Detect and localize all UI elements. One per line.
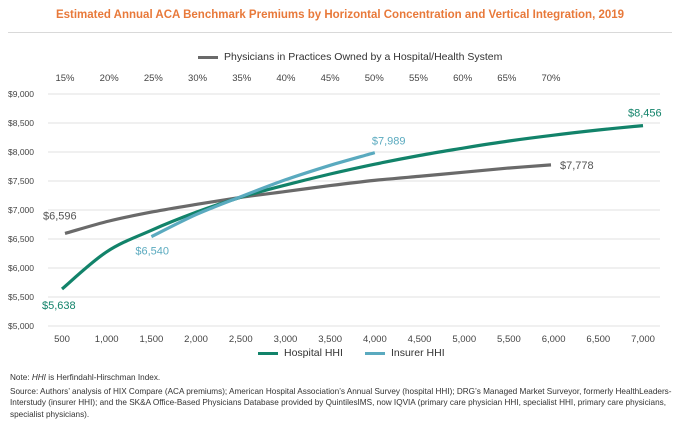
y-tick-label: $6,000 (8, 263, 34, 273)
data-label-physicians-end: $7,778 (560, 160, 594, 172)
note-abbrev: HHI (31, 373, 46, 382)
series-line-hospital (60, 124, 644, 291)
legend-label-insurer: Insurer HHI (390, 347, 445, 359)
x-top-tick-label: 15% (55, 73, 75, 84)
title-divider (8, 32, 672, 33)
x-bottom-tick-label: 4,000 (363, 334, 387, 345)
source-line: Source: Authors’ analysis of HIX Compare… (10, 387, 672, 419)
data-label-physicians-start: $6,596 (43, 210, 77, 222)
x-bottom-tick-label: 5,500 (497, 334, 521, 345)
y-tick-label: $9,000 (8, 89, 34, 99)
note-line: Note: HHI is Herfindahl-Hirschman Index. (10, 372, 672, 383)
x-top-tick-label: 50% (365, 73, 385, 84)
legend-item-hospital: Hospital HHI (258, 347, 343, 359)
y-tick-label: $7,000 (8, 205, 34, 215)
legend-swatch-physicians (198, 55, 218, 59)
series-line-physicians (64, 163, 552, 235)
x-bottom-tick-label: 3,500 (318, 334, 342, 345)
x-top-tick-label: 65% (497, 73, 517, 84)
y-tick-label: $8,000 (8, 147, 34, 157)
x-top-tick-label: 40% (276, 73, 296, 84)
y-tick-label: $5,000 (8, 321, 34, 331)
data-label-insurer-start: $6,540 (135, 246, 169, 258)
x-bottom-tick-label: 4,500 (408, 334, 432, 345)
y-tick-label: $7,500 (8, 176, 34, 186)
x-top-tick-label: 30% (188, 73, 208, 84)
x-top-tick-label: 55% (409, 73, 429, 84)
data-label-insurer-end: $7,989 (372, 136, 406, 148)
x-bottom-tick-label: 7,000 (631, 334, 655, 345)
x-bottom-tick-label: 3,000 (274, 334, 298, 345)
x-top-tick-label: 45% (321, 73, 341, 84)
x-bottom-tick-label: 6,500 (586, 334, 610, 345)
legend-bottom: Hospital HHI Insurer HHI (258, 347, 467, 359)
x-bottom-tick-label: 2,000 (184, 334, 208, 345)
x-top-tick-label: 70% (541, 73, 561, 84)
legend-label-physicians: Physicians in Practices Owned by a Hospi… (224, 51, 503, 63)
x-top-tick-label: 60% (453, 73, 473, 84)
data-label-hospital-start: $5,638 (42, 300, 76, 312)
series-line-insurer (150, 151, 376, 239)
x-bottom-tick-label: 500 (54, 334, 70, 345)
x-bottom-tick-label: 1,000 (95, 334, 119, 345)
legend-swatch-insurer (364, 351, 385, 355)
y-tick-label: $5,500 (8, 292, 34, 302)
note-text: is Herfindahl-Hirschman Index. (45, 373, 161, 382)
data-label-hospital-end: $8,456 (628, 108, 662, 120)
y-tick-label: $8,500 (8, 118, 34, 128)
chart-title: Estimated Annual ACA Benchmark Premiums … (55, 9, 625, 21)
x-bottom-tick-label: 1,500 (139, 334, 163, 345)
legend-item-insurer: Insurer HHI (364, 347, 445, 359)
note-prefix: Note: (10, 373, 32, 382)
x-top-tick-label: 20% (100, 73, 120, 84)
y-tick-label: $6,500 (8, 234, 34, 244)
x-top-tick-label: 25% (144, 73, 164, 84)
x-bottom-tick-label: 2,500 (229, 334, 253, 345)
legend-label-hospital: Hospital HHI (284, 347, 343, 359)
footnotes: Note: HHI is Herfindahl-Hirschman Index.… (10, 372, 672, 423)
legend-physicians: Physicians in Practices Owned by a Hospi… (198, 51, 502, 63)
x-top-tick-label: 35% (232, 73, 252, 84)
legend-swatch-hospital (258, 351, 278, 355)
x-bottom-tick-label: 5,000 (452, 334, 476, 345)
x-bottom-tick-label: 6,000 (542, 334, 566, 345)
